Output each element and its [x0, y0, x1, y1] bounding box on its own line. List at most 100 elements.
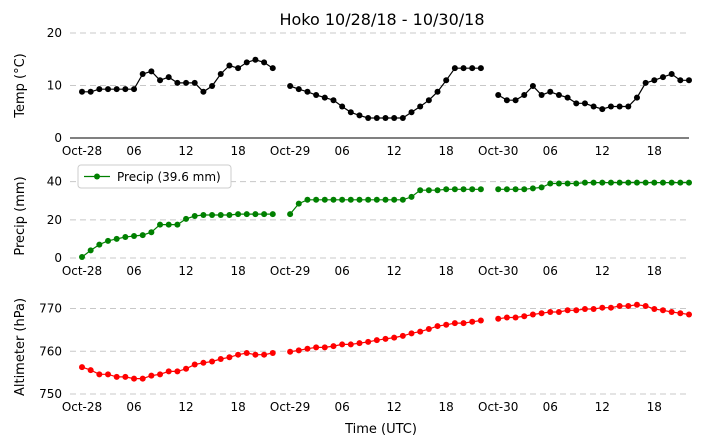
precip-data-point — [165, 221, 172, 228]
precip-y-axis-label: Precip (mm) — [13, 176, 28, 255]
temp-xtick-label: 12 — [178, 144, 193, 158]
altimeter-ytick-label: 750 — [39, 387, 62, 401]
precip-data-point — [503, 186, 510, 193]
temp-data-point — [443, 77, 450, 84]
altimeter-data-point — [122, 373, 129, 380]
temp-ytick-label: 10 — [47, 79, 62, 93]
precip-data-point — [408, 193, 415, 200]
altimeter-data-point — [547, 308, 554, 315]
altimeter-data-point — [313, 344, 320, 351]
precip-data-point — [512, 186, 519, 193]
temp-data-point — [633, 94, 640, 101]
temp-data-point — [425, 97, 432, 104]
precip-data-point — [330, 196, 337, 203]
precip-xtick-label: 18 — [230, 264, 245, 278]
temp-data-point — [382, 115, 389, 122]
temp-data-point — [512, 97, 519, 104]
temp-data-point — [122, 86, 129, 93]
altimeter-data-point — [564, 307, 571, 314]
altimeter-data-point — [434, 323, 441, 330]
altimeter-data-point — [417, 328, 424, 335]
altimeter-data-point — [555, 308, 562, 315]
precip-xtick-label: Oct-29 — [270, 264, 310, 278]
altimeter-data-point — [330, 343, 337, 350]
precip-panel: 0 20 40 Oct-28 06 12 18 Oct-29 06 12 18 Oct-30 06 12 1… — [13, 164, 692, 278]
altimeter-data-point — [425, 326, 432, 333]
altimeter-data-point — [382, 335, 389, 342]
temp-series-line — [82, 59, 689, 119]
temp-data-point — [408, 109, 415, 116]
precip-xtick-label: 06 — [543, 264, 558, 278]
altimeter-data-point — [339, 341, 346, 348]
precip-data-point — [243, 211, 250, 218]
temp-data-point — [209, 83, 216, 90]
temp-xtick-label: 18 — [230, 144, 245, 158]
precip-data-point — [122, 234, 129, 240]
altimeter-data-point — [686, 311, 692, 318]
precip-data-point — [382, 196, 389, 203]
temp-data-point — [191, 79, 198, 86]
altimeter-data-point — [295, 347, 302, 354]
altimeter-data-point — [503, 314, 510, 321]
altimeter-data-point — [391, 334, 398, 341]
temp-data-point — [252, 56, 259, 63]
precip-ytick-label: 0 — [54, 251, 62, 265]
temp-data-point — [477, 65, 484, 72]
temp-data-point — [131, 86, 138, 93]
temp-data-point — [581, 100, 588, 107]
altimeter-data-point — [217, 355, 224, 362]
precip-data-point — [373, 196, 380, 203]
altimeter-data-point — [226, 354, 233, 361]
altimeter-xtick-label: 12 — [387, 400, 402, 414]
temp-data-point — [295, 86, 302, 93]
precip-data-point — [191, 213, 198, 219]
altimeter-data-point — [469, 318, 476, 325]
temp-data-point — [538, 91, 545, 98]
altimeter-data-point — [243, 349, 250, 356]
altimeter-xtick-label: 18 — [647, 400, 662, 414]
precip-data-point — [642, 179, 649, 186]
precip-xtick-label: 12 — [178, 264, 193, 278]
altimeter-ytick-label: 760 — [39, 344, 62, 358]
precip-data-point — [668, 179, 675, 186]
precip-data-point — [590, 179, 597, 186]
temp-ytick-label: 20 — [47, 26, 62, 40]
altimeter-data-point — [408, 330, 415, 337]
precip-data-point — [399, 196, 406, 203]
temp-data-point — [165, 74, 172, 81]
altimeter-xtick-label: 06 — [126, 400, 141, 414]
altimeter-data-point — [495, 315, 502, 322]
legend-box — [77, 164, 232, 189]
precip-legend: Precip (39.6 mm) — [77, 164, 232, 189]
temp-data-point — [521, 91, 528, 98]
temp-data-point — [304, 88, 311, 95]
temp-data-point — [217, 70, 224, 77]
precip-data-point — [659, 179, 666, 186]
altimeter-data-point — [477, 317, 484, 324]
temp-data-point — [183, 79, 190, 86]
precip-data-point — [313, 196, 320, 203]
altimeter-data-point — [599, 304, 606, 311]
precip-data-point — [252, 211, 259, 218]
temp-data-point — [495, 91, 502, 98]
altimeter-data-point — [79, 364, 85, 371]
precip-data-point — [304, 196, 311, 203]
altimeter-data-point — [677, 310, 684, 317]
legend-label: Precip (39.6 mm) — [117, 170, 221, 184]
temp-data-point — [616, 103, 623, 110]
precip-data-point — [677, 179, 684, 186]
temp-data-point — [625, 103, 632, 110]
temp-data-point — [599, 106, 606, 113]
precip-data-point — [79, 254, 85, 261]
precip-data-point — [599, 179, 606, 186]
temp-data-point — [607, 103, 614, 110]
altimeter-data-point — [304, 345, 311, 352]
temp-data-point — [365, 115, 372, 122]
altimeter-data-point — [165, 368, 172, 375]
precip-xtick-label: 06 — [126, 264, 141, 278]
altimeter-data-point — [668, 308, 675, 315]
altimeter-data-point — [590, 305, 597, 312]
temp-data-point — [573, 100, 580, 107]
precip-xtick-label: 12 — [387, 264, 402, 278]
